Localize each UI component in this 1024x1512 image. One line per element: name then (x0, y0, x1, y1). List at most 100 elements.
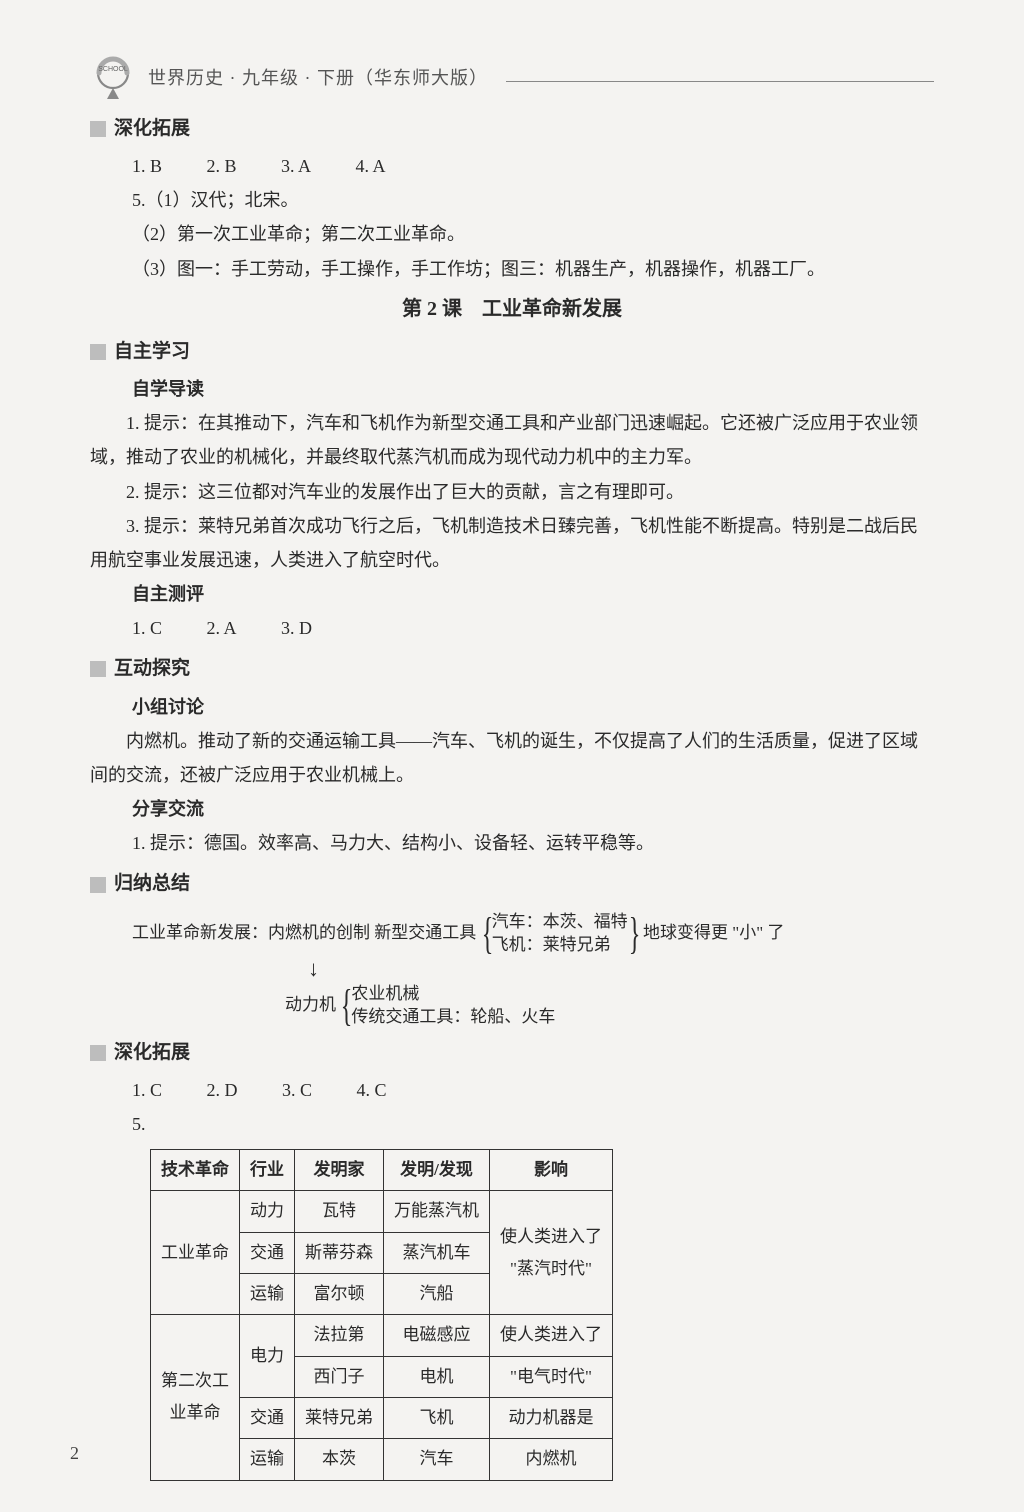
left-brace-icon: { (481, 912, 493, 956)
table-row: 第二次工 业革命 电力 法拉第 电磁感应 使人类进入了 (151, 1315, 613, 1356)
subsection-title: 小组讨论 (90, 690, 934, 724)
paragraph: 内燃机。推动了新的交通运输工具——汽车、飞机的诞生，不仅提高了人们的生活质量，促… (90, 724, 934, 792)
table-cell: 使人类进入了 "蒸汽时代" (490, 1191, 613, 1315)
table-cell: 飞机 (384, 1397, 490, 1438)
table-header: 影响 (490, 1150, 613, 1191)
answer-item: 3. D (281, 611, 312, 645)
answer-item: 2. D (207, 1073, 238, 1107)
subsection-title: 分享交流 (90, 792, 934, 826)
answer-item: 2. B (207, 149, 237, 183)
lesson-title: 第 2 课 工业革命新发展 (90, 290, 934, 328)
table-cell: 内燃机 (490, 1439, 613, 1480)
summary-text: 地球变得更 "小" 了 (643, 922, 784, 941)
table-row: 工业革命 动力 瓦特 万能蒸汽机 使人类进入了 "蒸汽时代" (151, 1191, 613, 1232)
table-cell: 交通 (240, 1397, 295, 1438)
table-cell: 汽船 (384, 1274, 490, 1315)
section-marker-icon (90, 121, 106, 137)
brace-group: { 汽车：本茨、福特 飞机：莱特兄弟 } (481, 911, 639, 957)
answer-item: 1. C (132, 611, 162, 645)
summary-text: 工业革命新发展：内燃机的创制 新型交通工具 (132, 922, 476, 941)
table-cell: 动力机器是 (490, 1397, 613, 1438)
summary-diagram: 工业革命新发展：内燃机的创制 新型交通工具 { 汽车：本茨、福特 飞机：莱特兄弟… (90, 911, 934, 957)
subsection-title: 自主测评 (90, 577, 934, 611)
section-title: 自主学习 (114, 334, 190, 370)
right-brace-icon: } (628, 912, 640, 956)
answer-item: 3. C (282, 1073, 312, 1107)
table-cell: 运输 (240, 1274, 295, 1315)
table-cell: 电机 (384, 1356, 490, 1397)
section-title: 深化拓展 (114, 111, 190, 147)
section-title: 归纳总结 (114, 866, 190, 902)
table-header-row: 技术革命 行业 发明家 发明/发现 影响 (151, 1150, 613, 1191)
table-cell: 动力 (240, 1191, 295, 1232)
table-cell: 万能蒸汽机 (384, 1191, 490, 1232)
inventions-table: 技术革命 行业 发明家 发明/发现 影响 工业革命 动力 瓦特 万能蒸汽机 使人… (150, 1149, 613, 1480)
answer-item: 1. B (132, 149, 162, 183)
paragraph: 1. 提示：德国。效率高、马力大、结构小、设备轻、运转平稳等。 (90, 826, 934, 860)
section-marker-icon (90, 1045, 106, 1061)
brace-item: 农业机械 (351, 983, 555, 1006)
section-marker-icon (90, 661, 106, 677)
section-heading-summary: 归纳总结 (90, 866, 934, 902)
table-cell: 瓦特 (295, 1191, 384, 1232)
table-header: 发明家 (295, 1150, 384, 1191)
table-cell: 交通 (240, 1232, 295, 1273)
section-heading-interact: 互动探究 (90, 651, 934, 687)
paragraph: 1. 提示：在其推动下，汽车和飞机作为新型交通工具和产业部门迅速崛起。它还被广泛… (90, 406, 934, 474)
table-cell: "电气时代" (490, 1356, 613, 1397)
answer-item: 4. A (356, 149, 386, 183)
table-cell: 莱特兄弟 (295, 1397, 384, 1438)
brace-item: 飞机：莱特兄弟 (492, 934, 628, 957)
table-cell: 电力 (240, 1315, 295, 1398)
brace-item: 汽车：本茨、福特 (492, 911, 628, 934)
paragraph: 2. 提示：这三位都对汽车业的发展作出了巨大的贡献，言之有理即可。 (90, 475, 934, 509)
summary-line-2: 动力机 { 农业机械 传统交通工具：轮船、火车 (90, 983, 934, 1029)
document-page: SCHOOL 世界历史 · 九年级 · 下册（华东师大版） 深化拓展 1. B … (0, 0, 1024, 1512)
answer-text: （3）图一：手工劳动，手工操作，手工作坊；图三：机器生产，机器操作，机器工厂。 (90, 252, 934, 286)
section-marker-icon (90, 344, 106, 360)
header-title: 世界历史 · 九年级 · 下册（华东师大版） (148, 61, 488, 95)
answer-text: （2）第一次工业革命；第二次工业革命。 (90, 217, 934, 251)
subsection-title: 自学导读 (90, 372, 934, 406)
school-logo-icon: SCHOOL (90, 55, 136, 101)
brace-group: { 农业机械 传统交通工具：轮船、火车 (340, 983, 555, 1029)
table-cell: 蒸汽机车 (384, 1232, 490, 1273)
mc-answers-2: 1. C 2. A 3. D (90, 611, 934, 645)
table-cell: 第二次工 业革命 (151, 1315, 240, 1480)
section-marker-icon (90, 877, 106, 893)
arrow-down-icon: ↓ (90, 956, 934, 982)
page-header: SCHOOL 世界历史 · 九年级 · 下册（华东师大版） (90, 55, 934, 101)
paragraph: 3. 提示：莱特兄弟首次成功飞行之后，飞机制造技术日臻完善，飞机性能不断提高。特… (90, 509, 934, 577)
table-cell: 汽车 (384, 1439, 490, 1480)
section-heading-deepen-1: 深化拓展 (90, 111, 934, 147)
summary-text: 动力机 (285, 995, 336, 1014)
table-cell: 斯蒂芬森 (295, 1232, 384, 1273)
section-heading-self-study: 自主学习 (90, 334, 934, 370)
table-cell: 富尔顿 (295, 1274, 384, 1315)
header-rule (506, 81, 934, 82)
table-header: 发明/发现 (384, 1150, 490, 1191)
answer-text: 5. (90, 1107, 934, 1141)
table-cell: 电磁感应 (384, 1315, 490, 1356)
table-cell: 本茨 (295, 1439, 384, 1480)
section-heading-deepen-2: 深化拓展 (90, 1035, 934, 1071)
table-header: 行业 (240, 1150, 295, 1191)
mc-answers-3: 1. C 2. D 3. C 4. C (90, 1073, 934, 1107)
answer-text: 5.（1）汉代；北宋。 (90, 183, 934, 217)
table-cell: 使人类进入了 (490, 1315, 613, 1356)
table-cell: 西门子 (295, 1356, 384, 1397)
left-brace-icon: { (341, 984, 353, 1028)
mc-answers-1: 1. B 2. B 3. A 4. A (90, 149, 934, 183)
answer-item: 3. A (281, 149, 311, 183)
answer-item: 2. A (207, 611, 237, 645)
table-cell: 工业革命 (151, 1191, 240, 1315)
table-cell: 运输 (240, 1439, 295, 1480)
brace-item: 传统交通工具：轮船、火车 (351, 1006, 555, 1029)
table-header: 技术革命 (151, 1150, 240, 1191)
answer-item: 4. C (357, 1073, 387, 1107)
answer-item: 1. C (132, 1073, 162, 1107)
table-cell: 法拉第 (295, 1315, 384, 1356)
page-number: 2 (70, 1436, 79, 1470)
section-title: 互动探究 (114, 651, 190, 687)
svg-text:SCHOOL: SCHOOL (98, 66, 128, 73)
